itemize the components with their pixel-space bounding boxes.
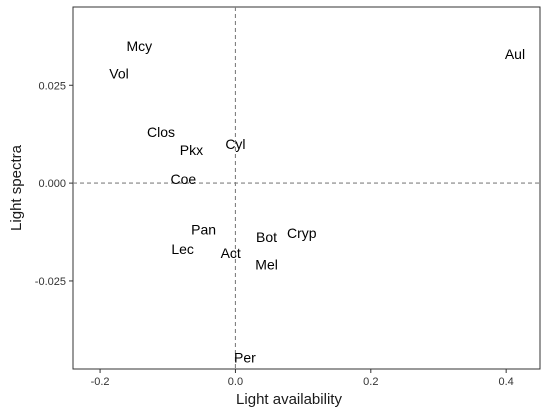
point-pkx: Pkx <box>180 142 203 158</box>
y-axis-title: Light spectra <box>8 144 25 231</box>
point-pan: Pan <box>191 221 216 237</box>
x-tick-label: 0.4 <box>499 376 514 388</box>
plot-area <box>72 6 541 370</box>
reference-lines <box>73 7 540 369</box>
y-tick-label: 0.000 <box>38 178 66 190</box>
point-lec: Lec <box>171 241 194 257</box>
y-tick-label: 0.025 <box>38 80 66 92</box>
x-tick-label: 0.0 <box>228 376 243 388</box>
point-cryp: Cryp <box>287 225 317 241</box>
x-tick-label: 0.2 <box>363 376 378 388</box>
x-axis-title: Light availability <box>236 391 342 408</box>
point-clos: Clos <box>147 124 175 140</box>
point-bot: Bot <box>256 229 277 245</box>
x-axis: -0.2 0.0 0.2 0.4 <box>91 369 514 388</box>
point-act: Act <box>221 245 241 261</box>
x-tick-label: -0.2 <box>91 376 110 388</box>
y-axis: 0.025 0.000 -0.025 <box>35 80 73 288</box>
point-mel: Mel <box>255 257 278 273</box>
point-aul: Aul <box>505 46 525 62</box>
point-coe: Coe <box>170 171 196 187</box>
y-tick-label: -0.025 <box>35 276 66 288</box>
point-labels: Mcy Vol Aul Clos Pkx Cyl Coe Pan Lec Act Bot Cryp Me… <box>109 38 525 365</box>
point-per: Per <box>234 349 256 365</box>
point-mcy: Mcy <box>126 38 152 54</box>
point-vol: Vol <box>109 66 128 82</box>
point-cyl: Cyl <box>225 136 245 152</box>
